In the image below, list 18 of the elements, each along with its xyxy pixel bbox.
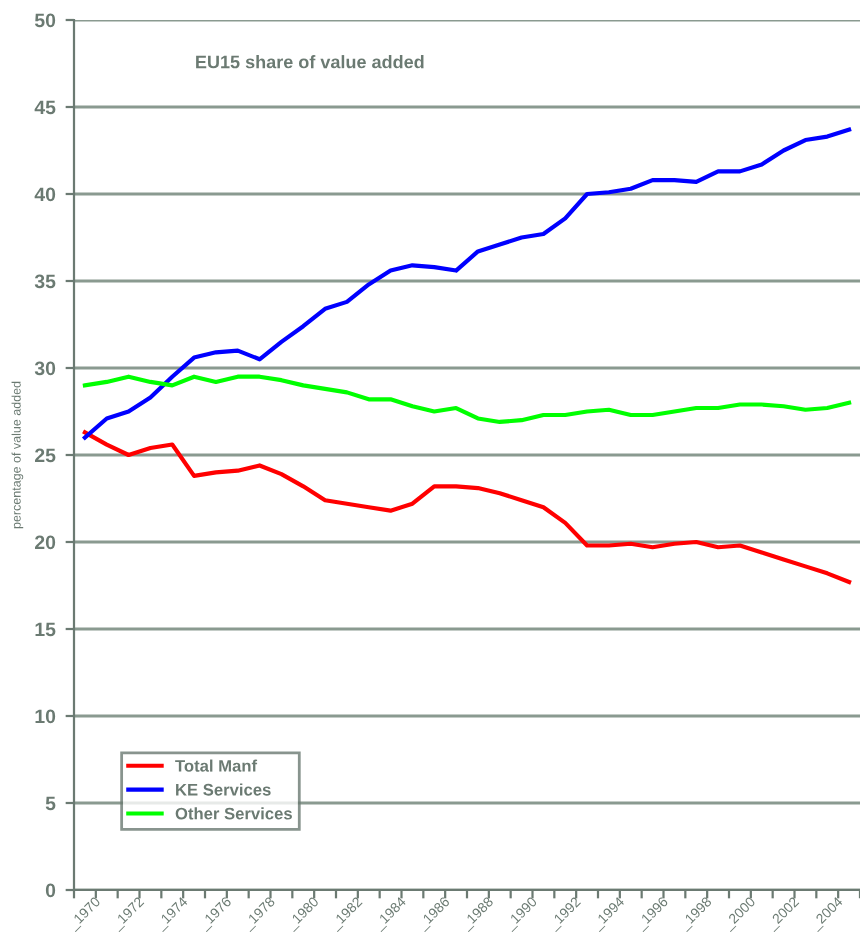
y-tick-label: 25 (34, 448, 56, 463)
y-tick-label: 45 (34, 100, 56, 115)
y-tick-label: 15 (35, 622, 56, 637)
y-tick-label: 5 (45, 796, 56, 811)
y-tick-label: 35 (34, 274, 56, 289)
text: EU15 share of value added (196, 55, 424, 69)
legend-label: Total Manf (175, 759, 258, 772)
y-tick-label: 10 (35, 709, 56, 724)
line-series (82, 127, 852, 440)
y-tick-label: 50 (34, 13, 56, 28)
y-tick-label: 30 (34, 361, 56, 376)
y-tick-label: 0 (45, 883, 56, 898)
line-series (82, 374, 852, 425)
legend-label: KE Services (176, 783, 271, 796)
line-series (82, 430, 852, 585)
y-tick-label: 20 (34, 535, 56, 550)
legend-label: Other Services (175, 807, 292, 820)
y-tick-label: 40 (34, 187, 56, 202)
